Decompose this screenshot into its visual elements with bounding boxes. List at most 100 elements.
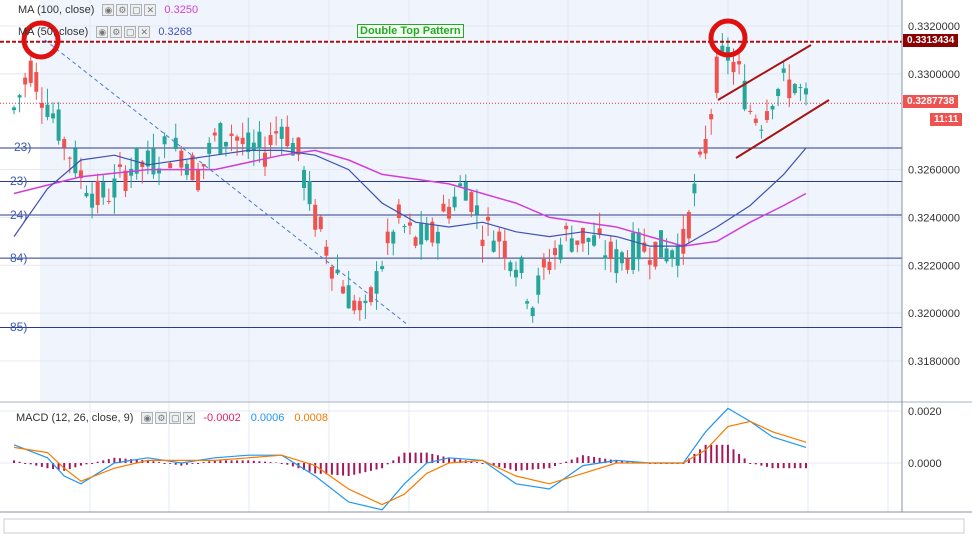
- candle: [363, 294, 368, 319]
- settings-icon[interactable]: ⚙: [155, 412, 168, 424]
- candle: [207, 137, 212, 170]
- candle: [776, 87, 781, 107]
- candle: [408, 213, 412, 235]
- candle: [419, 210, 424, 260]
- candle: [753, 114, 758, 126]
- candle: [34, 62, 39, 100]
- macd-hist-value: -0.0002: [203, 412, 241, 424]
- level-label: 23): [10, 174, 28, 188]
- ma50-line: [13, 147, 807, 247]
- candle: [709, 108, 714, 135]
- candle: [686, 209, 691, 244]
- candle: [452, 187, 457, 211]
- candle: [497, 226, 502, 258]
- candle: [642, 228, 647, 254]
- candle: [614, 239, 619, 284]
- ma50-legend[interactable]: MA (50, close) ◉ ⚙ ▢ ✕ 0.3268: [18, 26, 192, 38]
- settings-icon[interactable]: ⚙: [116, 4, 129, 16]
- candle: [313, 199, 318, 237]
- candle: [78, 157, 83, 190]
- candle: [664, 238, 669, 264]
- candle: [391, 229, 396, 256]
- candle: [229, 124, 234, 152]
- double-top-circle-left: [21, 20, 61, 60]
- candle: [190, 152, 195, 181]
- candle: [134, 147, 139, 180]
- candle: [519, 255, 524, 279]
- macd-legend[interactable]: MACD (12, 26, close, 9) ◉ ⚙ ▢ ✕ -0.0002 …: [16, 412, 328, 424]
- candle: [558, 237, 563, 264]
- candle: [480, 225, 485, 263]
- price-tick-label: 0.3220000: [908, 260, 960, 272]
- candle: [145, 140, 150, 175]
- double-top-circle-right: [708, 18, 748, 58]
- double-top-label: Double Top Pattern: [357, 24, 464, 38]
- close-icon[interactable]: ✕: [144, 4, 157, 16]
- candle: [12, 105, 16, 115]
- candle: [396, 198, 401, 224]
- close-icon[interactable]: ✕: [183, 412, 196, 424]
- candle: [28, 52, 33, 87]
- candle: [39, 87, 44, 125]
- price-tick-label: 0.3260000: [908, 165, 960, 177]
- legend-buttons[interactable]: ◉ ⚙ ▢ ✕: [102, 4, 157, 16]
- candle: [151, 133, 156, 179]
- candle: [257, 121, 262, 163]
- candle: [101, 174, 106, 205]
- candle: [201, 163, 206, 180]
- close-icon[interactable]: ✕: [138, 26, 151, 38]
- eye-icon[interactable]: ◉: [102, 4, 115, 16]
- candle: [212, 128, 217, 142]
- candle: [486, 207, 491, 236]
- more-icon[interactable]: ▢: [169, 412, 182, 424]
- ma100-legend[interactable]: MA (100, close) ◉ ⚙ ▢ ✕ 0.3250: [18, 4, 198, 16]
- candle: [23, 72, 28, 98]
- price-tick-label: 0.3300000: [908, 69, 960, 81]
- more-icon[interactable]: ▢: [130, 4, 143, 16]
- candle: [469, 190, 474, 218]
- settings-icon[interactable]: ⚙: [110, 26, 123, 38]
- ma100-legend-value: 0.3250: [164, 4, 199, 16]
- scrollbar-track[interactable]: [3, 518, 965, 534]
- candle: [575, 240, 580, 253]
- candle: [424, 216, 429, 242]
- candle: [302, 166, 307, 201]
- level-label: 85): [10, 320, 28, 334]
- candle: [196, 162, 201, 193]
- macd-axis[interactable]: 0.0020 0.0000: [908, 406, 942, 470]
- macd-line-value: 0.0006: [250, 412, 285, 424]
- eye-icon[interactable]: ◉: [141, 412, 154, 424]
- candle: [62, 136, 67, 161]
- price-axis[interactable]: 0.3320000 0.3300000 0.3260000 0.3240000 0.32…: [908, 21, 960, 368]
- candle: [279, 118, 284, 156]
- candle: [692, 173, 697, 207]
- candle: [447, 198, 452, 224]
- candle: [352, 294, 357, 315]
- candle: [703, 125, 708, 160]
- candle: [463, 174, 468, 201]
- legend-buttons[interactable]: ◉ ⚙ ▢ ✕: [141, 412, 196, 424]
- more-icon[interactable]: ▢: [124, 26, 137, 38]
- candle: [592, 222, 597, 248]
- legend-buttons[interactable]: ◉ ⚙ ▢ ✕: [96, 26, 151, 38]
- candle: [508, 260, 513, 277]
- macd-legend-label: MACD (12, 26, close, 9): [16, 412, 134, 424]
- candle: [140, 160, 145, 184]
- candle: [385, 218, 390, 256]
- candle: [569, 225, 574, 253]
- candle: [357, 297, 362, 321]
- candle: [430, 217, 435, 247]
- candle: [625, 250, 630, 274]
- candle: [341, 279, 346, 294]
- candle: [123, 165, 128, 197]
- candle: [564, 222, 569, 242]
- candle: [318, 215, 323, 232]
- candle: [603, 240, 608, 271]
- level-label: 24): [10, 208, 28, 222]
- candle: [435, 226, 440, 260]
- eye-icon[interactable]: ◉: [96, 26, 109, 38]
- ma100-legend-label: MA (100, close): [18, 4, 95, 16]
- candle: [608, 235, 613, 273]
- candle: [681, 214, 686, 265]
